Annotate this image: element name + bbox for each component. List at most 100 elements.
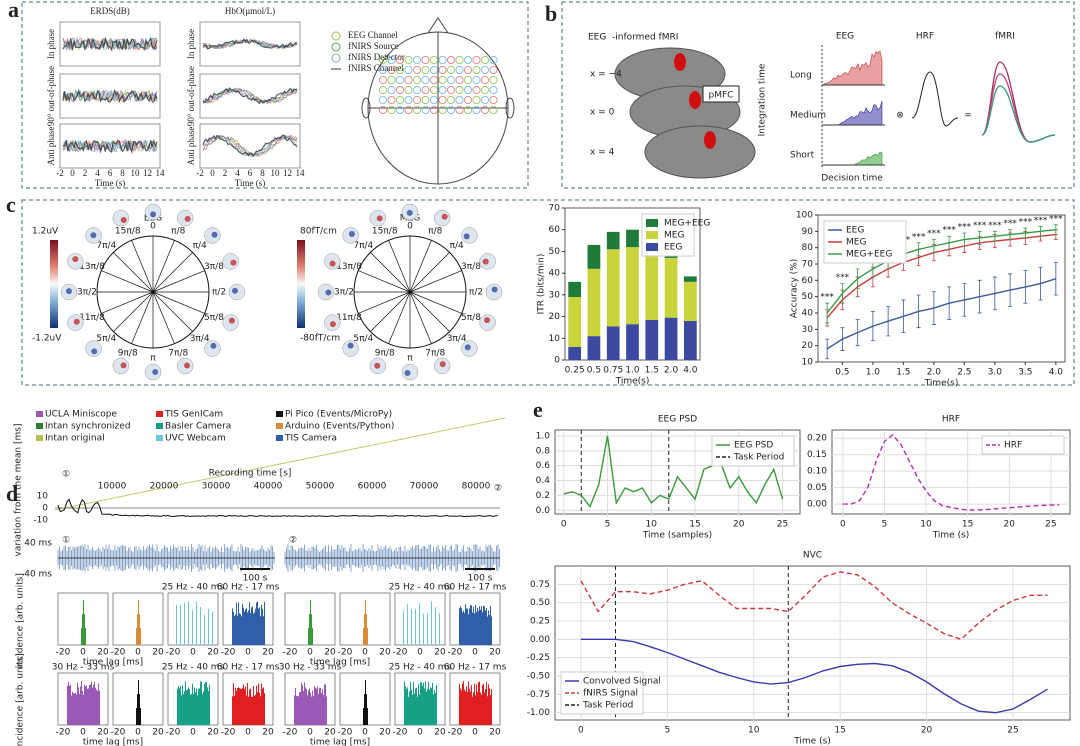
rate-label: 60 Hz - 17 ms: [444, 663, 507, 673]
tick-label: 20: [324, 728, 336, 738]
y-tick-label: 0.75: [530, 580, 550, 590]
panel-frame: [21, 199, 1075, 386]
topo-blob: [230, 259, 237, 266]
axis-label: variation from the mean [ms]: [14, 424, 24, 557]
signal-trace: [202, 87, 298, 104]
legend-swatch: [156, 411, 163, 417]
legend-swatch: [646, 219, 658, 227]
signal-trace: [62, 138, 158, 155]
y-tick-label: 0.2: [536, 491, 550, 501]
sensor: [472, 106, 481, 115]
bar-segment: [645, 251, 659, 320]
tick-label: 20: [97, 728, 109, 738]
error-bar: [886, 306, 891, 337]
y-tick-label: 50: [549, 247, 561, 257]
tick-label: 14: [296, 168, 306, 178]
axis-label: Integration time: [758, 63, 768, 136]
sensor: [387, 106, 396, 115]
tick-label: 0: [135, 648, 141, 658]
significance: ***: [988, 221, 1002, 231]
sensor: [429, 76, 438, 85]
tick-label: 4: [235, 168, 240, 178]
tick-label: 70000: [410, 482, 439, 492]
spoke: [409, 291, 432, 344]
y-tick-label: 40: [549, 269, 561, 279]
activation: [704, 131, 716, 149]
spoke: [152, 291, 193, 332]
legend-label: EEG Channel: [348, 30, 398, 40]
phase-label: π/4: [193, 241, 207, 251]
topo-blob: [348, 231, 355, 238]
sensor: [489, 106, 498, 115]
significance: ***: [973, 221, 987, 231]
tick-label: 20: [489, 648, 501, 658]
spoke: [358, 270, 411, 293]
sensor: [446, 66, 455, 75]
sensor: [412, 106, 421, 115]
legend-label: Task Period: [582, 701, 633, 711]
sensor: [429, 96, 438, 105]
tick-label: 10: [271, 168, 281, 178]
phase-label: 5π/8: [204, 313, 224, 323]
legend-label: Intan original: [45, 434, 105, 444]
hist-bars: [67, 681, 100, 725]
signal-trace: [62, 139, 158, 153]
tick-label: 0: [80, 728, 86, 738]
legend-label: fNIRS Channel: [348, 63, 404, 73]
error-bar: [992, 276, 997, 311]
tick-label: 14: [156, 168, 166, 178]
colorbar: [297, 240, 305, 328]
topo-blob: [329, 260, 336, 267]
eeg-distribution: [821, 50, 883, 86]
axis-label: Decision time: [821, 174, 883, 184]
axis-label: Time (s): [95, 178, 125, 188]
error-bar: [840, 283, 845, 304]
topo-blob: [484, 317, 491, 324]
y-tick-label: 80: [802, 243, 814, 253]
error-bar: [977, 230, 982, 245]
y-tick-label: 60: [802, 276, 814, 286]
y-tick-label: 0.25: [530, 617, 550, 627]
row-label: In phase: [46, 29, 56, 59]
phase-label: 9π/8: [118, 348, 138, 358]
scale-label: 100 s: [468, 574, 493, 584]
phase-label: 11π/8: [79, 313, 105, 323]
rate-label: 30 Hz - 33 ms: [52, 663, 115, 673]
y-tick-label: 0.6: [536, 461, 551, 471]
sensor: [404, 106, 413, 115]
sensor: [395, 66, 404, 75]
x-tick-label: 0.5: [587, 366, 601, 376]
sensor: [480, 76, 489, 85]
tick-label: -20: [448, 728, 463, 738]
x-tick-label: 0: [578, 726, 584, 736]
phase-label: 15π/8: [372, 227, 398, 237]
y-tick-label: 1.0: [536, 431, 551, 441]
tick-label: 20: [207, 648, 219, 658]
colorbar-label: 80fT/cm: [300, 227, 337, 237]
signal-trace: [202, 88, 298, 104]
subplot-frame: [199, 73, 301, 119]
spoke: [131, 240, 154, 293]
spoke: [409, 270, 462, 293]
x-tick-label: 2.0: [664, 366, 679, 376]
tick-label: 20000: [150, 482, 179, 492]
bar-segment: [626, 324, 639, 360]
y-tick-label: 0.00: [530, 635, 550, 645]
sensor: [489, 56, 498, 65]
legend-swatch: [646, 231, 658, 239]
tick-label: -10: [33, 516, 48, 526]
y-tick-label: 0.8: [536, 446, 551, 456]
colorbar-label: -1.2uV: [32, 334, 62, 344]
spoke: [370, 291, 411, 332]
colorbar-label: 1.2uV: [32, 227, 59, 237]
subplot-frame: [59, 123, 161, 169]
tick-label: 0: [245, 648, 251, 658]
spoke: [370, 252, 411, 293]
rate-label: 60 Hz - 17 ms: [444, 583, 507, 593]
tick-label: 0: [135, 728, 141, 738]
sensor: [472, 86, 481, 95]
segment-mark: ②: [289, 536, 297, 546]
bar-segment: [606, 249, 620, 327]
hist-bars: [136, 680, 141, 725]
